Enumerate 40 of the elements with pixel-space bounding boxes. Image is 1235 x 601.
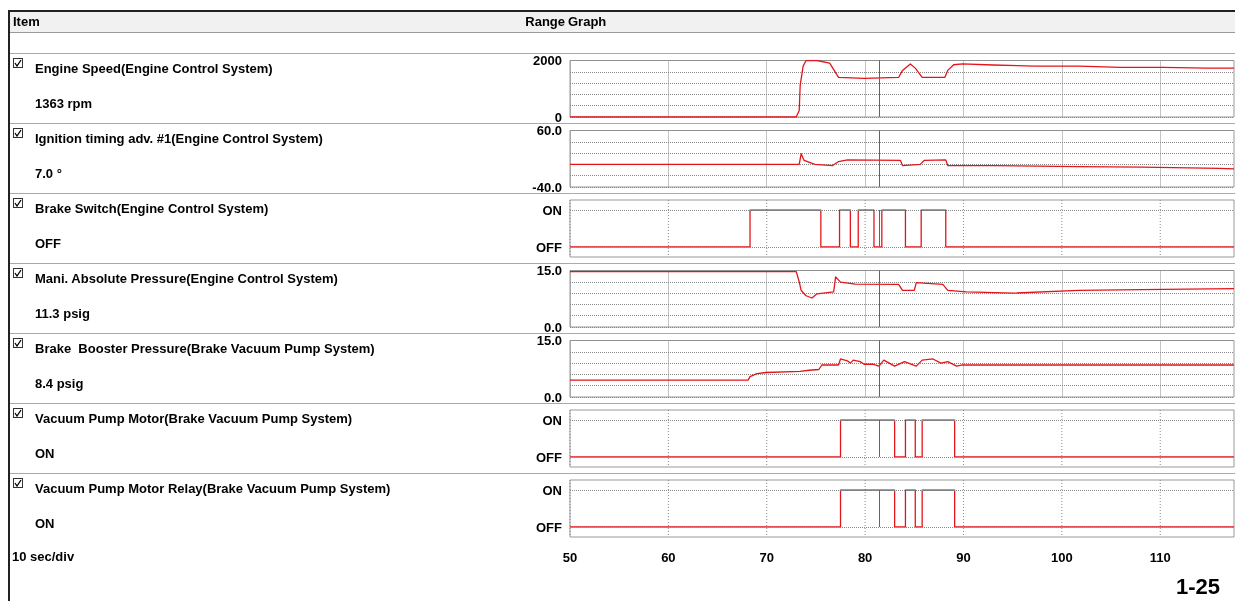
text: 1-25 — [1175, 573, 1221, 599]
text: 11.3 psig — [35, 306, 90, 321]
text: ON — [35, 446, 55, 461]
text: Item — [13, 14, 40, 29]
text: OFF — [536, 519, 563, 535]
text: 10 sec/div — [12, 549, 75, 564]
text: 8.4 psig — [35, 376, 84, 391]
x-tick-label: 100 — [1051, 550, 1073, 565]
y-axis-title: Vacuum Pump Motor(Brake Vacuum Pump System) — [35, 411, 353, 426]
text: ON — [542, 412, 562, 428]
y-axis-title: Brake Switch(Engine Control System) — [35, 201, 269, 216]
x-tick-label: 80 — [857, 550, 873, 565]
text: Graph — [568, 14, 607, 29]
y-tick-label: 0.0 — [543, 319, 562, 335]
y-tick-label: 2000 — [533, 53, 562, 68]
x-tick-label: 90 — [956, 550, 971, 565]
x-tick-label: 60 — [661, 550, 676, 565]
y-tick-label: 0.0 — [543, 389, 562, 405]
y-axis-title: Vacuum Pump Motor Relay(Brake Vacuum Pump System) — [35, 481, 391, 496]
y-axis-title: Ignition timing adv. #1(Engine Control System) — [35, 131, 323, 146]
text: Range — [524, 14, 565, 29]
text: OFF — [536, 239, 563, 255]
text: OFF — [35, 236, 62, 251]
x-tick-label: 50 — [562, 550, 578, 565]
y-tick-label: -40.0 — [532, 179, 562, 195]
y-axis-title: Brake Booster Pressure(Brake Vacuum Pump System) — [35, 341, 375, 356]
text: ON — [542, 482, 562, 498]
x-tick-label: 110 — [1149, 550, 1171, 565]
y-tick-label: 60.0 — [536, 123, 562, 138]
y-tick-label: 15.0 — [536, 263, 562, 278]
y-tick-label: 0 — [554, 109, 562, 125]
text: ON — [35, 516, 55, 531]
text: 7.0 ° — [35, 166, 62, 181]
y-tick-label: 15.0 — [536, 333, 562, 348]
x-tick-label: 70 — [759, 550, 774, 565]
text: 1363 rpm — [35, 96, 93, 111]
text: OFF — [536, 449, 563, 465]
y-axis-title: Mani. Absolute Pressure(Engine Control System) — [35, 271, 338, 286]
y-axis-title: Engine Speed(Engine Control System) — [35, 61, 273, 76]
text: ON — [542, 202, 562, 218]
